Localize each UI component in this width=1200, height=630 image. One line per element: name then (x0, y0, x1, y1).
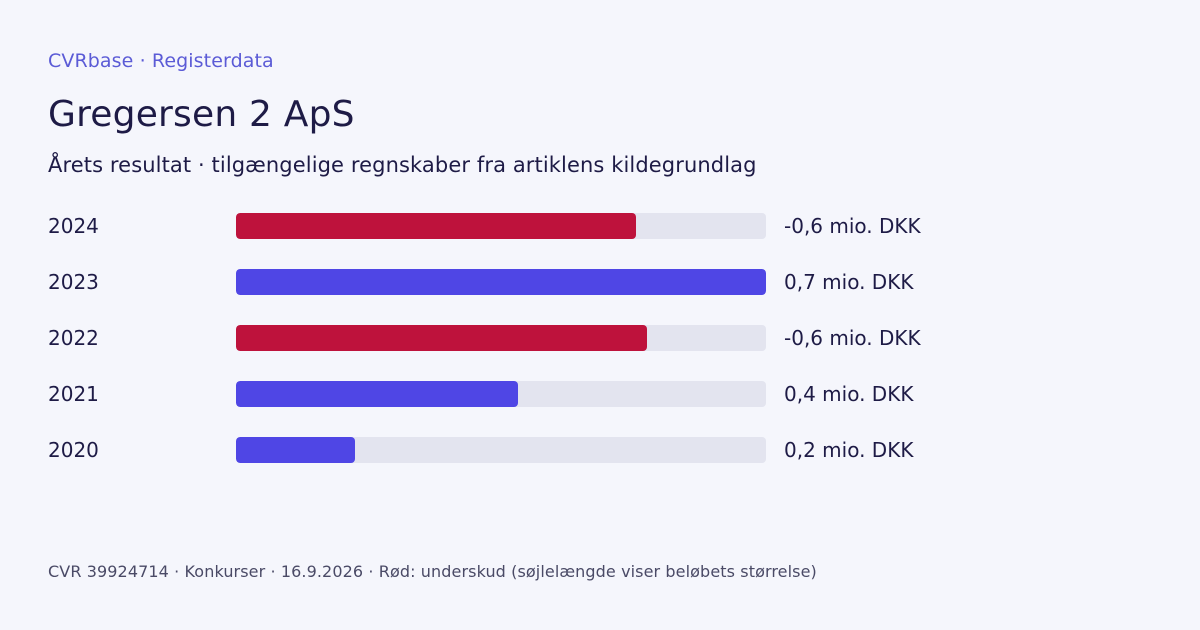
year-label: 2022 (48, 326, 99, 350)
bar-row: 2020 0,2 mio. DKK (48, 422, 1048, 478)
year-label: 2020 (48, 438, 99, 462)
bar-chart: 2024 -0,6 mio. DKK 2023 0,7 mio. DKK 2022 -0,… (48, 198, 1048, 478)
bar-track (236, 437, 766, 463)
brand-label: CVRbase · Registerdata (48, 50, 274, 72)
chart-subtitle: Årets resultat · tilgængelige regnskaber… (48, 153, 757, 177)
value-label: -0,6 mio. DKK (784, 214, 921, 238)
year-label: 2023 (48, 270, 99, 294)
bar-row: 2022 -0,6 mio. DKK (48, 310, 1048, 366)
bar-row: 2021 0,4 mio. DKK (48, 366, 1048, 422)
page-title: Gregersen 2 ApS (48, 94, 355, 135)
bar-row: 2024 -0,6 mio. DKK (48, 198, 1048, 254)
footer-note: CVR 39924714 · Konkurser · 16.9.2026 · R… (48, 562, 817, 581)
bar-track (236, 269, 766, 295)
value-label: 0,2 mio. DKK (784, 438, 914, 462)
value-label: 0,7 mio. DKK (784, 270, 914, 294)
bar (236, 437, 355, 463)
bar (236, 213, 636, 239)
bar-row: 2023 0,7 mio. DKK (48, 254, 1048, 310)
bar-track (236, 213, 766, 239)
bar (236, 269, 766, 295)
bar (236, 381, 518, 407)
bar-track (236, 381, 766, 407)
year-label: 2024 (48, 214, 99, 238)
value-label: 0,4 mio. DKK (784, 382, 914, 406)
bar (236, 325, 647, 351)
bar-track (236, 325, 766, 351)
year-label: 2021 (48, 382, 99, 406)
value-label: -0,6 mio. DKK (784, 326, 921, 350)
